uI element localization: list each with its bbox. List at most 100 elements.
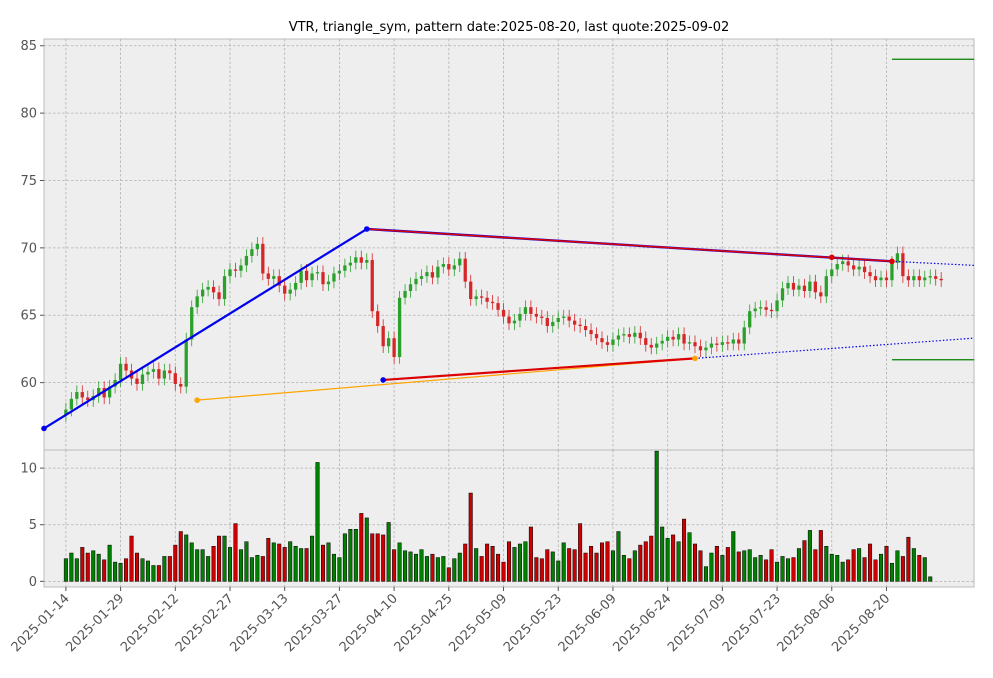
candle-body xyxy=(277,276,281,286)
volume-bar xyxy=(758,555,763,582)
candle-body xyxy=(813,281,817,293)
candle-body xyxy=(545,317,549,327)
candle-body xyxy=(846,261,850,266)
volume-bar xyxy=(129,535,134,582)
volume-bar xyxy=(63,558,68,582)
candle-body xyxy=(551,321,555,327)
candle-body xyxy=(660,340,664,344)
volume-bar xyxy=(654,450,659,582)
volume-bar xyxy=(643,541,648,582)
volume-bar xyxy=(80,547,85,582)
volume-bar xyxy=(725,547,730,582)
volume-bar xyxy=(534,557,539,582)
volume-bar xyxy=(769,549,774,582)
candle-body xyxy=(310,273,314,281)
candle-body xyxy=(255,243,259,250)
volume-bar xyxy=(452,558,457,582)
candle-body xyxy=(501,309,506,317)
volume-bar xyxy=(753,557,758,582)
candle-body xyxy=(704,347,708,351)
candle-body xyxy=(337,270,342,274)
candle-body xyxy=(195,296,199,308)
candle-body xyxy=(917,276,921,281)
volume-bar xyxy=(692,543,698,582)
candle-body xyxy=(288,289,292,294)
support-end-marker xyxy=(692,355,698,362)
candle-body xyxy=(250,249,254,256)
candle-body xyxy=(354,257,358,263)
candle-body xyxy=(819,292,823,297)
candle-body xyxy=(611,339,615,345)
candle-body xyxy=(780,288,785,301)
volume-bar xyxy=(381,534,386,582)
candle-body xyxy=(638,332,642,339)
volume-bar xyxy=(802,540,807,582)
lower-trend-line xyxy=(383,357,696,382)
candle-body xyxy=(687,342,692,344)
candle-body xyxy=(425,272,429,277)
candle-body xyxy=(447,264,451,270)
volume-bar xyxy=(271,542,276,582)
candle-body xyxy=(835,264,839,270)
candle-body xyxy=(272,276,276,279)
candle-body xyxy=(726,342,730,344)
volume-bar xyxy=(244,541,249,582)
volume-bar xyxy=(156,565,161,582)
volume-bar xyxy=(211,545,216,582)
volume-bar xyxy=(485,543,490,582)
volume-bar xyxy=(107,544,112,582)
volume-bar xyxy=(85,552,90,582)
volume-tick-label: 0 xyxy=(29,575,37,590)
candle-body xyxy=(753,308,757,312)
upper-touch-marker xyxy=(828,254,835,261)
volume-bar xyxy=(747,549,752,582)
candle-body xyxy=(622,334,626,336)
candle-body xyxy=(824,276,828,297)
candle-body xyxy=(118,363,123,380)
volume-bar xyxy=(818,530,823,582)
candle-body xyxy=(233,269,238,271)
candle-body xyxy=(923,277,927,281)
volume-bar xyxy=(304,548,309,582)
volume-bar xyxy=(299,548,304,582)
candle-body xyxy=(343,265,347,271)
candle-body xyxy=(786,282,790,289)
candle-body xyxy=(124,363,128,371)
candle-body xyxy=(868,272,872,277)
volume-bar xyxy=(676,541,681,582)
candle-body xyxy=(239,265,243,271)
volume-bar xyxy=(408,551,413,582)
volume-bar xyxy=(687,532,692,582)
candle-body xyxy=(299,270,303,283)
candle-body xyxy=(709,343,714,348)
candle-body xyxy=(912,276,916,281)
candle-body xyxy=(162,370,166,379)
rise-line xyxy=(43,228,368,430)
candle-body xyxy=(518,313,522,321)
candle-body xyxy=(742,327,746,344)
volume-bar xyxy=(906,536,911,582)
candle-body xyxy=(294,282,298,290)
candle-body xyxy=(403,290,407,298)
candle-body xyxy=(480,296,484,298)
candle-body xyxy=(633,332,637,337)
candle-body xyxy=(682,334,686,344)
volume-bar xyxy=(260,556,265,582)
candle-body xyxy=(397,297,402,358)
volume-bar xyxy=(255,555,260,582)
volume-panel: 0 5 10 xyxy=(20,449,975,590)
candle-body xyxy=(529,307,533,314)
candle-body xyxy=(676,334,681,340)
volume-bar xyxy=(315,462,320,582)
candle-body xyxy=(244,255,249,266)
chart-title: VTR, triangle_sym, pattern date:2025-08-… xyxy=(289,20,730,35)
volume-bar xyxy=(572,549,577,582)
candle-body xyxy=(764,307,768,310)
volume-bar xyxy=(895,550,900,582)
volume-bar xyxy=(796,548,801,582)
volume-bar xyxy=(359,513,364,582)
candle-body xyxy=(266,273,270,279)
volume-bar xyxy=(277,543,282,582)
volume-bar xyxy=(857,548,862,582)
